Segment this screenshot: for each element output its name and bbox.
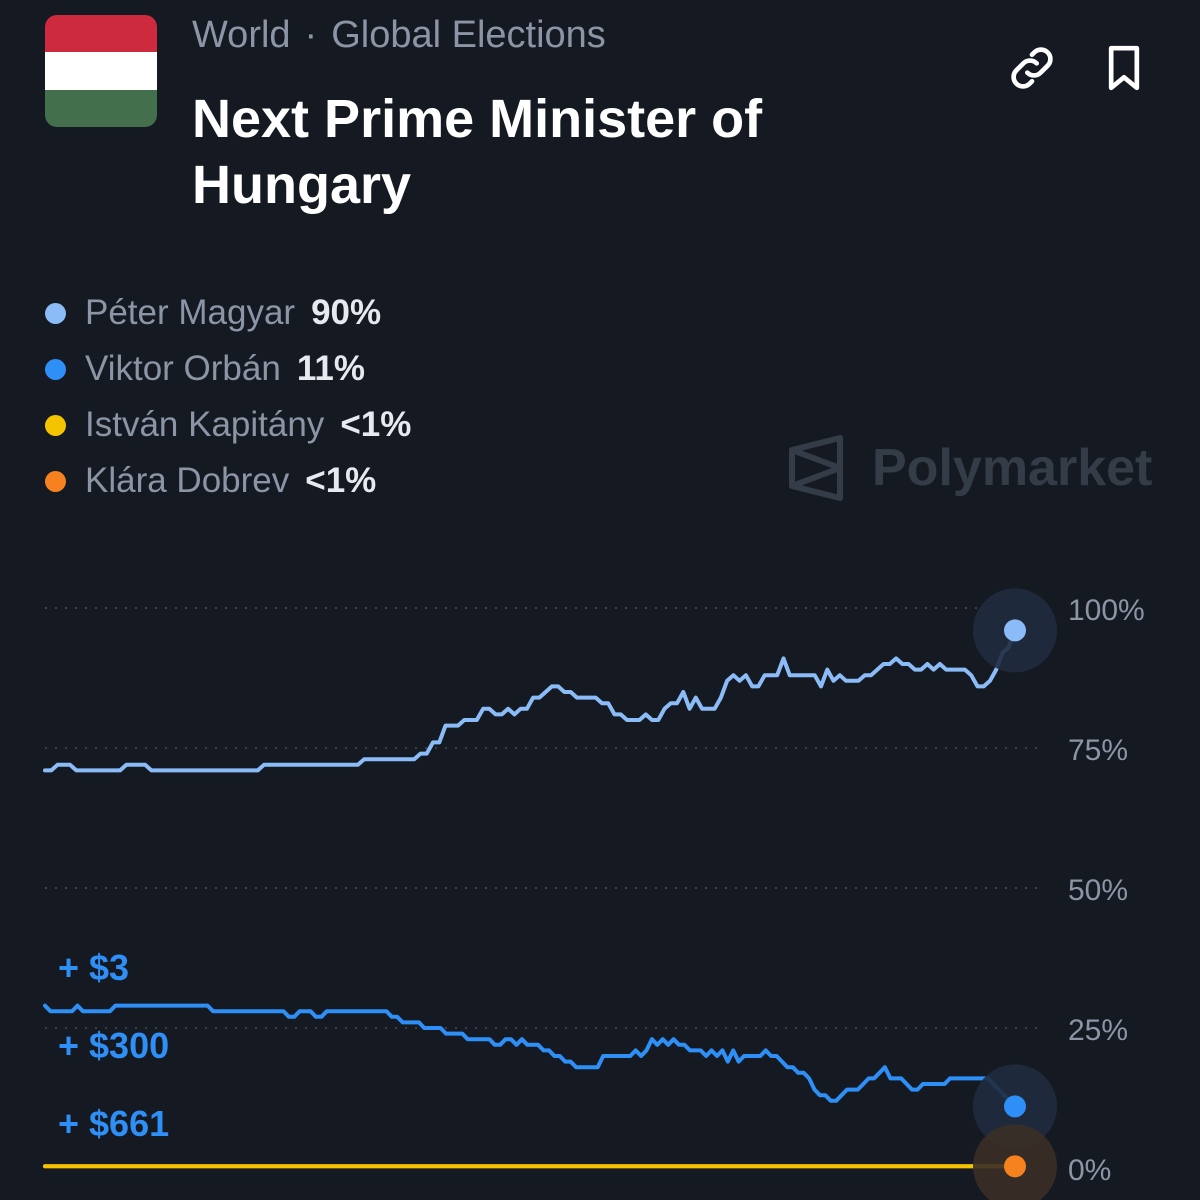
endpoint-marker	[1004, 619, 1026, 642]
flag-stripe-red	[45, 15, 157, 53]
legend-item-kapitany[interactable]: István Kapitány <1%	[45, 397, 411, 453]
endpoint-marker	[1004, 1155, 1026, 1178]
flag-stripe-white	[45, 52, 157, 90]
flag-stripe-green	[45, 89, 157, 127]
legend-name: Viktor Orbán	[85, 349, 281, 388]
bookmark-icon	[1108, 45, 1140, 91]
link-icon	[1011, 47, 1053, 89]
chart-legend: Péter Magyar 90% Viktor Orbán 11% István…	[45, 285, 411, 509]
legend-dot	[45, 414, 66, 436]
y-tick-label: 50%	[1068, 874, 1128, 907]
legend-percent: 11%	[296, 349, 365, 388]
series-line-2	[43, 1003, 1017, 1109]
breadcrumb-global-elections[interactable]: Global Elections	[331, 14, 606, 56]
legend-dot	[45, 302, 66, 324]
bookmark-button[interactable]	[1096, 40, 1152, 96]
bet-amount-label: + $3	[58, 947, 129, 988]
y-tick-label: 100%	[1068, 594, 1145, 627]
legend-item-magyar[interactable]: Péter Magyar 90%	[45, 285, 411, 341]
legend-percent: <1%	[340, 405, 412, 444]
y-tick-label: 25%	[1068, 1014, 1128, 1047]
legend-item-orban[interactable]: Viktor Orbán 11%	[45, 341, 411, 397]
legend-dot	[45, 470, 66, 492]
y-tick-label: 0%	[1068, 1154, 1111, 1187]
legend-dot	[45, 358, 66, 380]
polymarket-watermark: Polymarket	[788, 434, 1152, 502]
page-title: Next Prime Minister of Hungary	[192, 89, 763, 215]
legend-item-dobrev[interactable]: Klára Dobrev <1%	[45, 453, 411, 509]
series-line-1	[43, 628, 1017, 773]
legend-name: Péter Magyar	[85, 293, 296, 332]
polymarket-logo-icon	[789, 435, 843, 501]
bet-amount-label: + $661	[58, 1103, 169, 1144]
breadcrumb-separator: ·	[304, 14, 318, 56]
bet-amount-label: + $300	[58, 1025, 169, 1066]
y-tick-label: 75%	[1068, 734, 1128, 767]
endpoint-marker	[1004, 1095, 1026, 1118]
hungary-flag	[45, 15, 157, 127]
breadcrumb-world[interactable]: World	[192, 14, 291, 56]
copy-link-button[interactable]	[1004, 40, 1060, 96]
legend-name: Klára Dobrev	[85, 461, 290, 500]
breadcrumb: World · Global Elections	[192, 14, 606, 57]
legend-percent: <1%	[305, 461, 377, 500]
watermark-text: Polymarket	[872, 439, 1153, 497]
legend-percent: 90%	[311, 293, 382, 332]
legend-name: István Kapitány	[85, 405, 325, 444]
